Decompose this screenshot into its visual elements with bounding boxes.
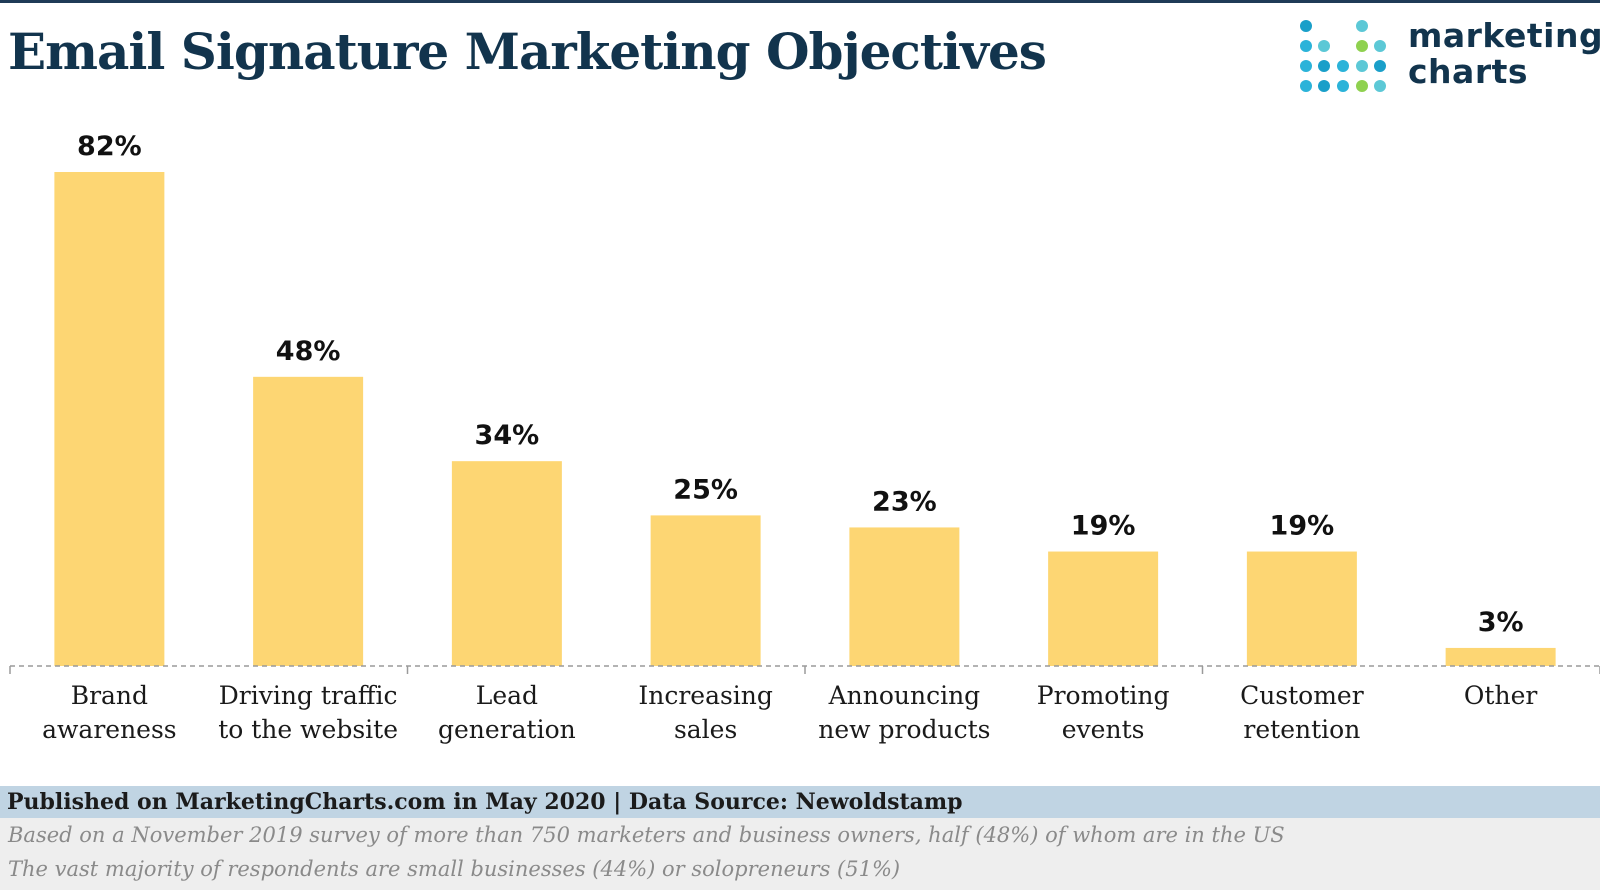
bar bbox=[1048, 551, 1159, 666]
bar bbox=[451, 461, 562, 666]
bar bbox=[650, 515, 761, 666]
top-rule bbox=[0, 0, 1600, 3]
logo-dots-icon bbox=[1300, 20, 1386, 92]
category-label-line: Driving traffic bbox=[219, 681, 398, 710]
category-label-line: Promoting bbox=[1037, 681, 1170, 710]
logo-line-2: charts bbox=[1408, 52, 1529, 91]
category-label-line: sales bbox=[674, 715, 737, 744]
category-label-line: awareness bbox=[42, 715, 177, 744]
bar bbox=[1445, 647, 1556, 666]
bar-value-label: 48% bbox=[276, 336, 341, 367]
bar bbox=[54, 172, 165, 666]
category-label: Promoting events bbox=[1037, 681, 1170, 744]
bar bbox=[253, 376, 364, 666]
bar-value-label: 25% bbox=[673, 474, 738, 505]
category-label-line: retention bbox=[1243, 715, 1360, 744]
category-label: Other bbox=[1464, 681, 1537, 710]
bar-chart: 82% 48% 34% 25% 23% 19% 19% 3% Brand awareness Dr… bbox=[9, 131, 1600, 744]
bars-group bbox=[54, 172, 1556, 666]
survey-notes: Based on a November 2019 survey of more … bbox=[0, 818, 1600, 890]
survey-note-2: The vast majority of respondents are sma… bbox=[8, 857, 901, 881]
bar-value-label: 23% bbox=[872, 486, 937, 517]
category-label: Lead generation bbox=[438, 681, 576, 744]
category-label-line: to the website bbox=[218, 715, 398, 744]
category-label-line: Lead bbox=[476, 681, 538, 710]
source-text: Published on MarketingCharts.com in May … bbox=[7, 789, 963, 815]
category-labels-group: Brand awareness Driving traffic to the webs… bbox=[42, 681, 1537, 744]
category-label-line: Announcing bbox=[828, 681, 981, 710]
category-label: Announcing new products bbox=[818, 681, 990, 744]
logo-wordmark: marketing charts bbox=[1408, 16, 1600, 91]
bar-value-label: 34% bbox=[475, 420, 540, 451]
chart-title: Email Signature Marketing Objectives bbox=[8, 22, 1047, 81]
x-axis-ticks bbox=[9, 666, 1600, 674]
bar bbox=[1246, 551, 1357, 666]
category-label: Customer retention bbox=[1240, 681, 1364, 744]
category-label: Brand awareness bbox=[42, 681, 177, 744]
bar bbox=[849, 527, 960, 666]
category-label: Increasing sales bbox=[638, 681, 773, 744]
bar-value-label: 19% bbox=[1071, 511, 1136, 542]
category-label-line: Brand bbox=[71, 681, 148, 710]
category-label-line: Customer bbox=[1240, 681, 1364, 710]
bar-value-label: 3% bbox=[1478, 607, 1524, 638]
value-labels-group: 82% 48% 34% 25% 23% 19% 19% 3% bbox=[77, 131, 1523, 638]
category-label-line: Other bbox=[1464, 681, 1537, 710]
category-label-line: generation bbox=[438, 715, 576, 744]
survey-note-1: Based on a November 2019 survey of more … bbox=[8, 823, 1285, 847]
category-label-line: events bbox=[1062, 715, 1145, 744]
logo-line-1: marketing bbox=[1408, 16, 1600, 55]
category-label-line: Increasing bbox=[638, 681, 773, 710]
category-label-line: new products bbox=[818, 715, 990, 744]
bar-value-label: 82% bbox=[77, 131, 142, 162]
bar-value-label: 19% bbox=[1270, 511, 1335, 542]
marketingcharts-logo[interactable]: marketing charts bbox=[1300, 18, 1600, 98]
source-bar: Published on MarketingCharts.com in May … bbox=[0, 786, 1600, 818]
category-label: Driving traffic to the website bbox=[218, 681, 398, 744]
